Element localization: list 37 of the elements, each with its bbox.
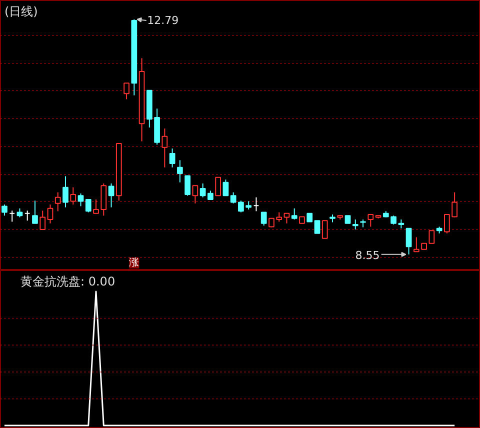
candlestick <box>108 182 114 208</box>
candlestick <box>314 220 320 234</box>
candlestick <box>2 204 8 216</box>
candlestick <box>62 176 68 208</box>
candlestick <box>47 204 54 224</box>
candlestick <box>222 179 229 196</box>
candlestick <box>162 128 168 168</box>
candlestick <box>215 176 222 196</box>
candlestick <box>124 82 130 100</box>
candlestick <box>70 186 76 206</box>
candlestick <box>24 210 30 222</box>
candlestick <box>253 196 260 212</box>
candlestick <box>93 199 99 214</box>
candlestick <box>192 185 198 204</box>
candlestick <box>413 236 420 252</box>
candlestick <box>32 200 38 224</box>
candlestick <box>40 210 46 230</box>
candlestick <box>368 214 374 228</box>
candlestick <box>85 199 92 213</box>
annotation: 涨 <box>129 256 140 268</box>
candlestick <box>260 212 267 226</box>
annotation: 8.55 <box>355 248 380 262</box>
candlestick <box>291 208 298 220</box>
annotation: 12.79 <box>147 14 179 27</box>
candlestick <box>169 148 176 168</box>
candlestick <box>322 220 328 239</box>
candlestick <box>78 192 84 207</box>
candlestick <box>184 175 190 196</box>
candlestick <box>284 212 290 224</box>
chart-title: (日线) <box>4 4 38 18</box>
candlestick <box>406 228 412 255</box>
candlestick <box>176 160 183 183</box>
candlestick <box>9 210 16 222</box>
chart-title: 黄金抗洗盘: 0.00 <box>20 274 116 288</box>
candlestick <box>54 192 61 212</box>
candlestick <box>100 182 107 216</box>
candlestick <box>352 218 358 230</box>
